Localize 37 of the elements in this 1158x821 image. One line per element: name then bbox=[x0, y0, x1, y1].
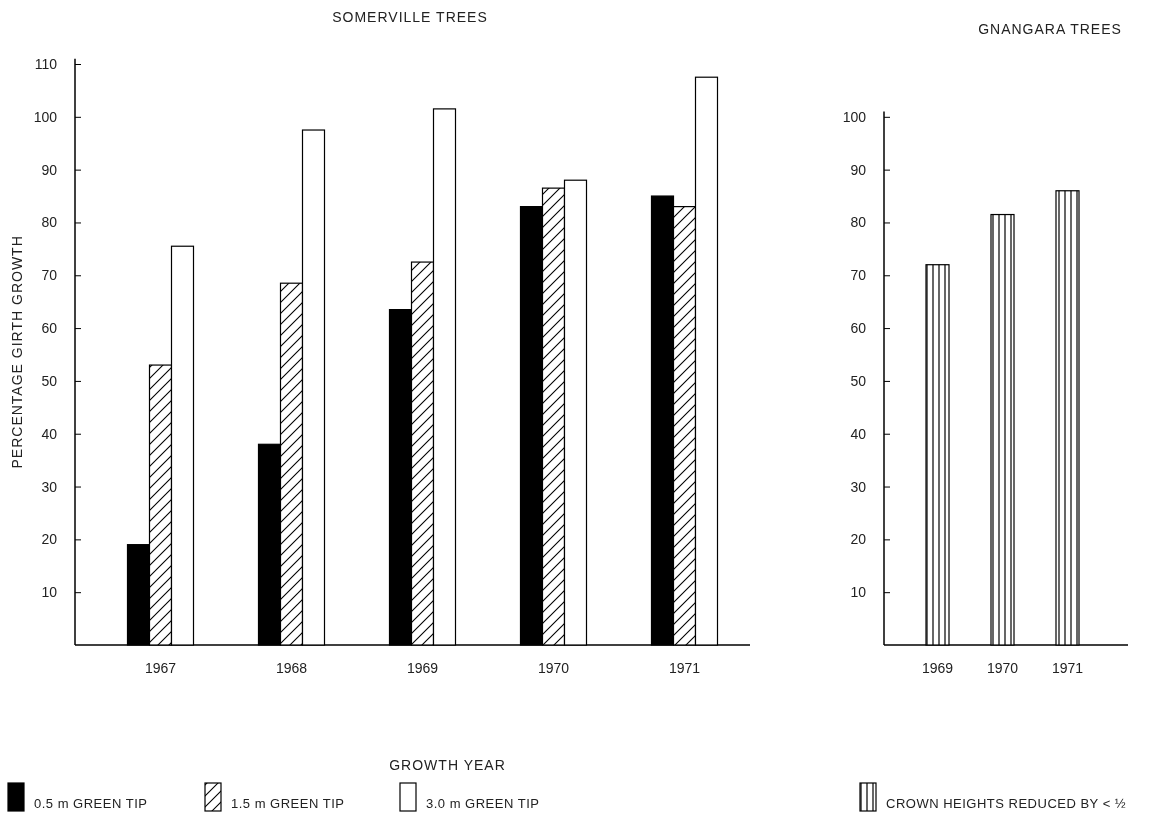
y-tick-label: 100 bbox=[842, 108, 867, 125]
y-tick-label: 90 bbox=[850, 161, 867, 178]
y-tick-label: 80 bbox=[41, 214, 58, 231]
y-tick-label: 50 bbox=[850, 372, 867, 389]
y-tick-label: 40 bbox=[41, 425, 58, 442]
legend-label: 3.0 m GREEN TIP bbox=[426, 796, 540, 811]
y-tick-label: 100 bbox=[33, 108, 58, 125]
x-tick-label: 1971 bbox=[668, 659, 701, 676]
y-axis-title: PERCENTAGE GIRTH GROWTH bbox=[9, 235, 25, 469]
x-tick-label: 1967 bbox=[144, 659, 177, 676]
y-tick-label: 70 bbox=[41, 267, 58, 284]
legend-label: 0.5 m GREEN TIP bbox=[34, 796, 148, 811]
x-tick-label: 1971 bbox=[1051, 659, 1084, 676]
y-tick-label: 80 bbox=[850, 214, 867, 231]
y-tick-label: 90 bbox=[41, 161, 58, 178]
legend-label: CROWN HEIGHTS REDUCED BY < ½ bbox=[886, 796, 1127, 811]
y-tick-label: 60 bbox=[850, 320, 867, 337]
x-tick-label: 1970 bbox=[986, 659, 1019, 676]
y-tick-label: 60 bbox=[41, 320, 58, 337]
x-tick-label: 1969 bbox=[406, 659, 439, 676]
x-axis-title: GROWTH YEAR bbox=[389, 757, 506, 773]
y-tick-label: 30 bbox=[850, 478, 867, 495]
y-tick-label: 20 bbox=[850, 531, 867, 548]
chart-title: SOMERVILLE TREES bbox=[332, 9, 488, 25]
y-tick-label: 70 bbox=[850, 267, 867, 284]
y-tick-label: 110 bbox=[34, 55, 58, 72]
y-tick-label: 10 bbox=[41, 584, 58, 601]
y-tick-label: 50 bbox=[41, 372, 58, 389]
y-tick-label: 40 bbox=[850, 425, 867, 442]
chart-title: GNANGARA TREES bbox=[978, 21, 1122, 37]
y-tick-label: 10 bbox=[850, 584, 867, 601]
y-tick-label: 30 bbox=[41, 478, 58, 495]
x-tick-label: 1969 bbox=[921, 659, 954, 676]
y-tick-label: 20 bbox=[41, 531, 58, 548]
legend-label: 1.5 m GREEN TIP bbox=[231, 796, 345, 811]
x-tick-label: 1968 bbox=[275, 659, 308, 676]
x-tick-label: 1970 bbox=[537, 659, 570, 676]
